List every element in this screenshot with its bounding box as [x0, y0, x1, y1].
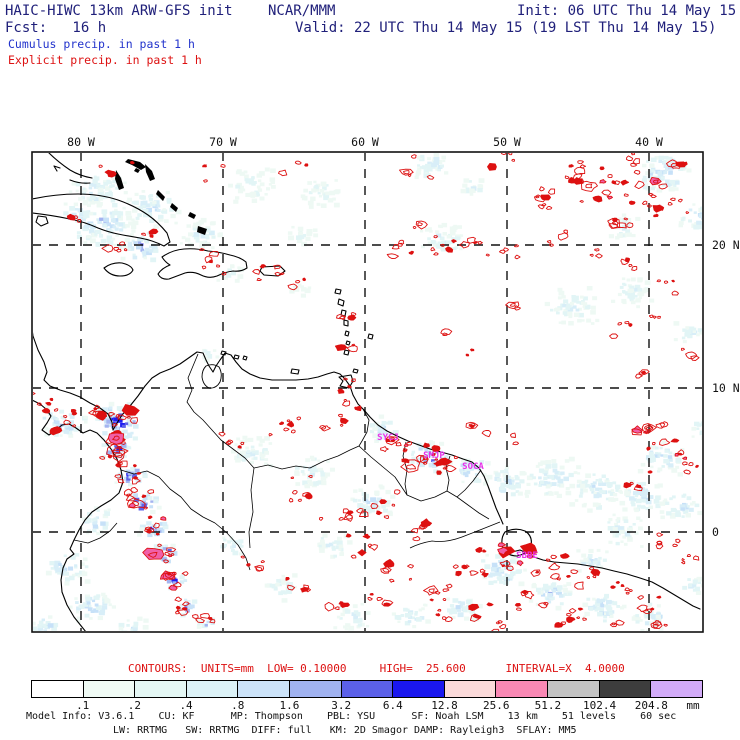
coast-lesser-antilles	[334, 288, 374, 374]
colorbar-cell-4	[238, 681, 291, 697]
org-label: NCAR/MMM	[268, 3, 336, 19]
map-frame	[31, 151, 704, 633]
station-label-sycj: SYCJ	[377, 433, 399, 443]
colorbar-cell-1	[83, 681, 136, 697]
coast-abc-islands	[220, 350, 300, 375]
colorbar-cell-5	[290, 681, 342, 697]
station-label-smjp: SMJP	[423, 451, 445, 461]
station-label-sbbe: SBBE	[516, 551, 538, 561]
field-label-explicit: Explicit precip. in past 1 h	[8, 53, 202, 67]
precip-contour-layer	[33, 153, 700, 631]
country-borders	[73, 353, 501, 571]
init-time-label: Init: 06 UTC Thu 14 May 15	[517, 3, 737, 19]
lon-tick-label: 70 W	[209, 135, 237, 149]
colorbar-tick-label: 204.8	[634, 699, 668, 712]
colorbar-cell-12	[651, 681, 702, 697]
model-info-line1: Model Info: V3.6.1 CU: KF MP: Thompson P…	[26, 711, 677, 722]
station-labels: SYCJ SMJP SOCA SBBE	[377, 433, 538, 561]
colorbar-cell-2	[135, 681, 187, 697]
longitude-labels: 80 W 70 W 60 W 50 W 40 W	[67, 135, 663, 149]
colorbar-tick-label: .4	[179, 699, 193, 712]
colorbar-cell-8	[444, 681, 497, 697]
colorbar-cell-10	[548, 681, 600, 697]
colorbar-cell-6	[341, 681, 394, 697]
colorbar-unit-label: mm	[686, 699, 700, 712]
colorbar-tick-label: 25.6	[482, 699, 510, 712]
forecast-hour-label: Fcst: 16 h	[5, 20, 107, 36]
lon-tick-label: 50 W	[493, 135, 521, 149]
colorbar-tick-label: 102.4	[583, 699, 617, 712]
latitude-labels: 20 N 10 N 0	[712, 238, 740, 539]
valid-time-label: Valid: 22 UTC Thu 14 May 15 (19 LST Thu …	[295, 20, 717, 36]
colorbar-cell-11	[599, 681, 652, 697]
precip-colorbar	[31, 680, 703, 698]
colorbar-cell-0	[32, 681, 84, 697]
lat-tick-label: 0	[712, 525, 719, 539]
coast-cuba	[33, 193, 171, 247]
colorbar-cell-3	[186, 681, 239, 697]
coast-jamaica	[103, 262, 134, 277]
coast-hispaniola	[157, 248, 248, 280]
model-info-line2: LW: RRTMG SW: RRTMG DIFF: full KM: 2D Sm…	[113, 725, 577, 736]
colorbar-tick-label: 6.4	[382, 699, 403, 712]
colorbar-tick-label: .1	[76, 699, 90, 712]
coast-pacific	[33, 399, 124, 631]
colorbar-tick-label: 1.6	[279, 699, 300, 712]
lake-maracaibo	[201, 364, 222, 389]
plot-title: HAIC-HIWC 13km ARW-GFS init	[5, 3, 233, 19]
lat-tick-label: 20 N	[712, 238, 740, 252]
colorbar-tick-label: 12.8	[431, 699, 458, 712]
colorbar-cell-7	[393, 681, 445, 697]
precip-shading-layer	[33, 153, 702, 631]
coast-florida	[48, 153, 93, 184]
contour-legend-line: CONTOURS: UNITS=mm LOW= 0.10000 HIGH= 25…	[128, 662, 625, 675]
lon-tick-label: 60 W	[351, 135, 379, 149]
coast-isla-juventud	[35, 215, 49, 227]
colorbar-tick-label: .2	[127, 699, 141, 712]
lon-tick-label: 80 W	[67, 135, 95, 149]
lon-tick-label: 40 W	[635, 135, 663, 149]
field-label-cumulus: Cumulus precip. in past 1 h	[8, 37, 195, 51]
colorbar-tick-label: .8	[231, 699, 245, 712]
lat-tick-label: 10 N	[712, 381, 740, 395]
station-label-soca: SOCA	[462, 462, 484, 472]
colorbar-cell-9	[496, 681, 549, 697]
colorbar-tick-label: 51.2	[534, 699, 562, 712]
colorbar-tick-label: 3.2	[331, 699, 352, 712]
